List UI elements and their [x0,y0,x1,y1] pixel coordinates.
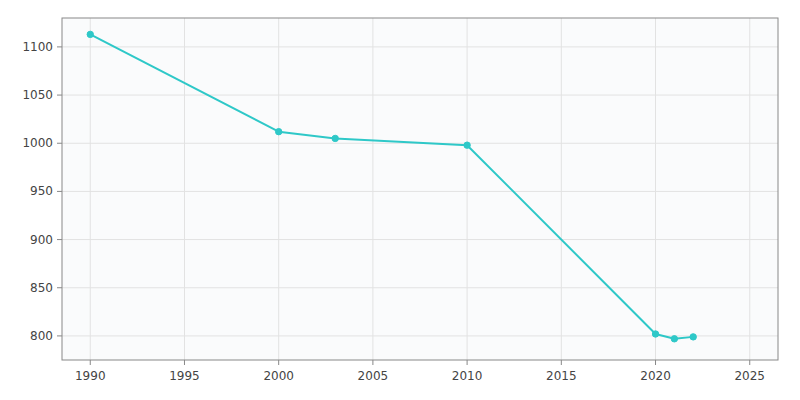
x-tick-label: 2020 [640,369,671,383]
point [464,142,470,148]
y-tick-label: 1100 [22,40,53,54]
axes: 1990 1995 2000 2005 2010 2015 2020 2025 800 850 90… [22,40,765,383]
x-tick-label: 2015 [546,369,577,383]
x-tick [749,360,750,365]
y-tick [57,95,62,96]
x-tick-label: 1990 [75,369,106,383]
plot-frame [62,18,778,360]
x-grid-line [184,18,185,360]
x-tick [561,360,562,365]
x-grid-line [90,18,91,360]
y-grid-line [62,191,778,192]
x-tick-label: 2005 [358,369,389,383]
x-tick-label: 2025 [734,369,765,383]
point [275,128,281,134]
y-tick [57,335,62,336]
y-grid-line [62,95,778,96]
y-grid-line [62,239,778,240]
y-tick [57,239,62,240]
y-tick-label: 800 [30,329,53,343]
x-tick-label: 1995 [169,369,200,383]
x-tick [372,360,373,365]
y-tick-label: 900 [30,233,53,247]
y-tick [57,287,62,288]
x-tick-label: 2000 [263,369,294,383]
x-grid-line [467,18,468,360]
x-grid-line [561,18,562,360]
y-tick [57,143,62,144]
x-tick [90,360,91,365]
point [671,336,677,342]
x-tick [278,360,279,365]
y-grid-line [62,287,778,288]
x-tick-label: 2010 [452,369,483,383]
y-tick-label: 1050 [22,88,53,102]
chart-container: 1990 1995 2000 2005 2010 2015 2020 2025 800 850 90… [0,0,800,400]
x-tick [467,360,468,365]
y-tick [57,46,62,47]
x-grid-line [372,18,373,360]
y-tick-label: 950 [30,184,53,198]
point [87,31,93,37]
y-tick-label: 850 [30,281,53,295]
point [652,331,658,337]
point [690,334,696,340]
point [332,135,338,141]
grid [62,18,778,360]
y-tick [57,191,62,192]
x-tick [655,360,656,365]
x-grid-line [278,18,279,360]
plot-background [62,18,778,360]
y-grid-line [62,335,778,336]
y-tick-label: 1000 [22,136,53,150]
chart-svg: 1990 1995 2000 2005 2010 2015 2020 2025 800 850 90… [0,0,800,400]
y-grid-line [62,46,778,47]
line [90,34,693,338]
x-tick [184,360,185,365]
x-grid-line [655,18,656,360]
series [87,31,696,342]
x-grid-line [749,18,750,360]
